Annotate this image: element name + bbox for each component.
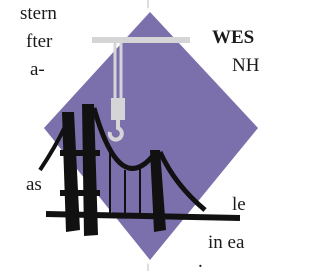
page: stern fter a- as WES NH le in ea . bbox=[0, 0, 267, 271]
subheading: NH bbox=[232, 56, 259, 76]
text-line: le bbox=[232, 195, 246, 215]
heading: WES bbox=[212, 28, 254, 48]
text-line: as bbox=[26, 175, 42, 195]
text-line: in ea bbox=[208, 233, 244, 253]
text-line: fter bbox=[26, 32, 52, 52]
text-line: a- bbox=[30, 60, 45, 80]
text-line: stern bbox=[20, 4, 57, 24]
text-line: . bbox=[198, 252, 203, 272]
